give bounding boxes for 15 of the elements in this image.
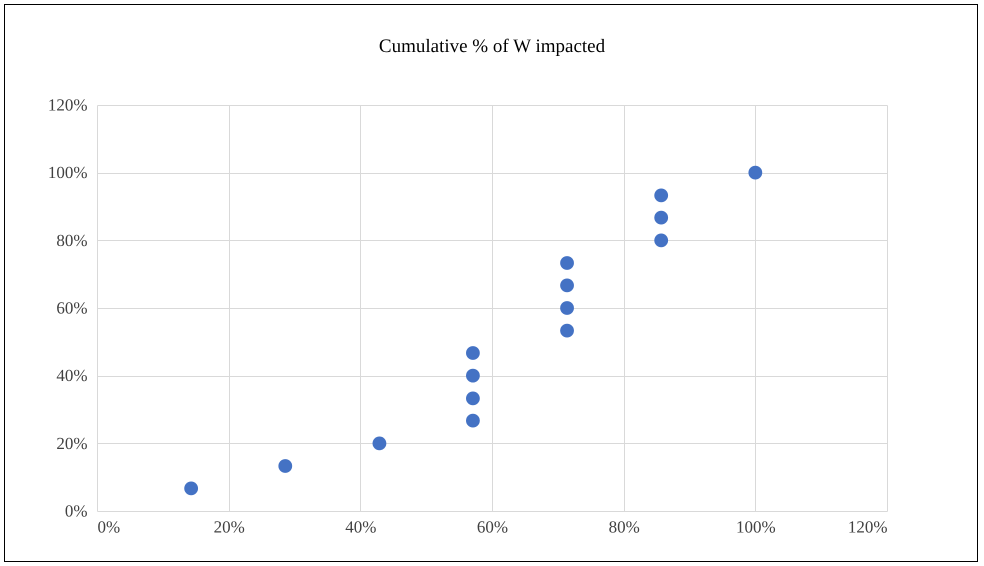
x-tick-label: 100% (736, 518, 776, 536)
y-tick-label: 60% (56, 298, 88, 318)
y-tick-label: 120% (48, 96, 88, 114)
x-tick-label: 80% (608, 518, 640, 536)
chart-title: Cumulative % of W impacted (378, 36, 606, 57)
x-tick-label: 0% (98, 518, 120, 536)
y-tick-label: 100% (48, 163, 88, 182)
x-tick-label: 120% (848, 518, 888, 536)
y-tick-label: 20% (56, 434, 88, 453)
y-tick-label: 40% (56, 366, 88, 386)
y-tick-label: 80% (56, 230, 88, 250)
x-tick-label: 60% (476, 518, 508, 536)
y-tick-label: 0% (64, 502, 88, 520)
x-tick-label: 40% (345, 518, 376, 536)
x-tick-label: 20% (214, 518, 245, 536)
